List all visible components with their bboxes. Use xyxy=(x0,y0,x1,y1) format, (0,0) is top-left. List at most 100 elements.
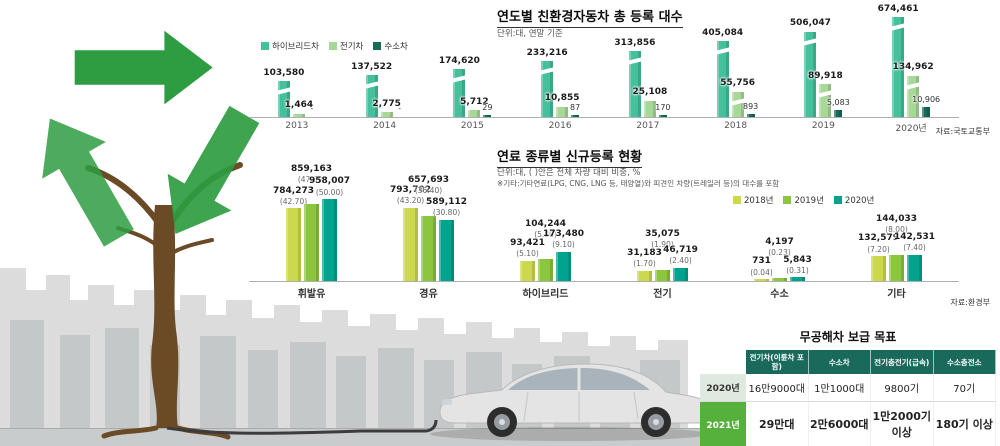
axis-break-mark xyxy=(275,87,293,96)
bar-2020년 xyxy=(322,199,337,281)
bar-value-label: 55,756 xyxy=(720,78,755,89)
legend-label: 수소차 xyxy=(384,42,408,52)
bar-2020년 xyxy=(439,219,454,281)
chart2-footnote: ※기타:기타연료(LPG, CNG, LNG 등, 태양열)와 피견인 차량(트… xyxy=(497,179,780,188)
bar-electric xyxy=(468,109,481,117)
bar-value-label: 142,531 (7.40) xyxy=(894,232,935,253)
axis-break-mark xyxy=(538,67,556,76)
x-axis-year-label: 2017 xyxy=(636,121,660,131)
legend-label: 전기차 xyxy=(339,42,364,52)
bar-hybrid xyxy=(714,41,731,117)
x-axis-year-label: 2014 xyxy=(373,121,397,131)
table-corner-cell xyxy=(700,350,746,374)
bar-value-label: 132,579 (7.20) xyxy=(858,233,899,254)
legend-label: 2019년 xyxy=(794,196,824,206)
chart2-legend: 2018년 2019년 2020년 xyxy=(733,194,874,206)
charging-cable xyxy=(166,419,438,435)
x-axis-year-label: 2016 xyxy=(548,121,572,131)
bar-value-label: 170 xyxy=(655,103,671,112)
chart2-unit-label: 단위:대, ( )안은 전체 차량 대비 비중, % xyxy=(497,168,641,178)
bar-value-label: - xyxy=(398,104,402,113)
bar-value-label: 93,421 (5.10) xyxy=(510,238,545,259)
chart1-source: 자료:국토교통부 xyxy=(935,127,990,136)
bar-hybrid xyxy=(802,31,819,117)
table-header-cell: 수소차 xyxy=(808,350,871,374)
bar-value-label: 589,112 (30.80) xyxy=(426,197,467,218)
bar-value-label: 104,244 (5.80) xyxy=(525,218,566,239)
axis-break-mark xyxy=(802,37,819,46)
legend-swatch xyxy=(261,42,269,50)
bar-value-label: 657,693 (36.40) xyxy=(408,174,449,196)
legend-label: 2020년 xyxy=(844,196,875,206)
legend-label: 2018년 xyxy=(744,196,774,206)
bar-electric xyxy=(643,100,656,117)
x-axis-year-label: 2020년 xyxy=(895,124,927,134)
legend-swatch xyxy=(733,196,741,204)
bar-value-label: 674,461 xyxy=(877,3,919,14)
bar-hybrid xyxy=(538,61,556,117)
chart1-legend: 하이브리드차 전기차 수소차 xyxy=(261,40,408,52)
bar-electric xyxy=(904,75,922,117)
table-cell: 70기 xyxy=(933,374,996,402)
bar-value-label: 313,856 xyxy=(614,38,656,49)
chart2-title: 연료 종류별 신규등록 현황 xyxy=(497,146,643,168)
bar-2018년 xyxy=(520,260,535,281)
table-cell: 29만대 xyxy=(746,402,809,446)
axis-break-mark xyxy=(817,90,834,98)
bar-value-label: 35,075 (1.90) xyxy=(645,229,680,250)
bar-value-label: 10,906 xyxy=(912,94,941,104)
axis-break-mark xyxy=(889,23,907,31)
legend-item: 수소차 xyxy=(373,40,408,52)
ground-strip xyxy=(0,429,740,446)
bar-value-label: 25,108 xyxy=(632,87,668,98)
chart1-title: 연도별 친환경자동차 총 등록 대수 xyxy=(497,6,683,28)
bar-electric xyxy=(556,106,569,117)
table-cell: 2만6000대 xyxy=(808,402,871,446)
chart1-plot-area: 2013 103,580 1,464-2014 137,522 2,775-2015 17… xyxy=(249,4,959,134)
bar-value-label: 87 xyxy=(570,103,581,112)
axis-break-mark xyxy=(714,47,731,56)
bar-value-label: 233,216 xyxy=(526,48,568,58)
bar-2020년 xyxy=(790,277,805,281)
headlight xyxy=(442,399,452,405)
bar-electric xyxy=(729,91,746,117)
x-axis-year-label: 2018 xyxy=(724,121,748,131)
bar-hydrogen xyxy=(571,115,580,117)
targets-table: 전기차(이륜차 포함) 수소차 전기충전기(급속) 수소충전소 2020년 16만9000… xyxy=(700,350,996,446)
bar-2019년 xyxy=(889,254,904,281)
car-body xyxy=(439,363,713,424)
bar-value-label: 5,712 xyxy=(460,96,489,107)
bar-value-label: 405,084 xyxy=(702,28,744,39)
bar-hybrid xyxy=(275,81,293,117)
bar-hydrogen xyxy=(746,114,755,117)
recycle-symbol-icon xyxy=(42,30,260,247)
legend-item: 2018년 xyxy=(733,194,773,206)
axis-break-mark xyxy=(363,81,380,90)
bar-hybrid xyxy=(451,69,468,117)
bar-2018년 xyxy=(403,207,418,281)
table-header-cell: 전기충전기(급속) xyxy=(871,350,934,374)
table-cell: 9800기 xyxy=(871,374,934,402)
bar-2020년 xyxy=(673,267,688,281)
ev-car-illustration xyxy=(430,363,713,441)
bar-2019년 xyxy=(655,269,670,281)
bar-value-label: 103,580 xyxy=(263,68,305,79)
bar-2019년 xyxy=(304,204,319,281)
bar-value-label: 784,273 (42.70) xyxy=(273,185,314,206)
door-line xyxy=(523,391,529,422)
bar-value-label: 134,962 xyxy=(892,62,934,73)
legend-item: 전기차 xyxy=(328,40,364,52)
bar-value-label: 4,197 (0.23) xyxy=(765,237,794,258)
bar-electric xyxy=(292,113,305,117)
bar-value-label: 506,047 xyxy=(789,18,831,29)
x-axis-year-label: 2019 xyxy=(811,121,835,131)
bar-hydrogen xyxy=(483,115,492,117)
legend-item: 2020년 xyxy=(833,194,875,206)
bar-2019년 xyxy=(421,215,436,281)
bar-2020년 xyxy=(907,254,922,281)
bar-hydrogen xyxy=(658,115,667,117)
table-cell: 1만1000대 xyxy=(808,374,871,402)
table-row-label: 2021년 xyxy=(700,402,746,446)
bar-hydrogen xyxy=(834,110,843,117)
bar-value-label: 958,007 (50.00) xyxy=(309,176,350,197)
